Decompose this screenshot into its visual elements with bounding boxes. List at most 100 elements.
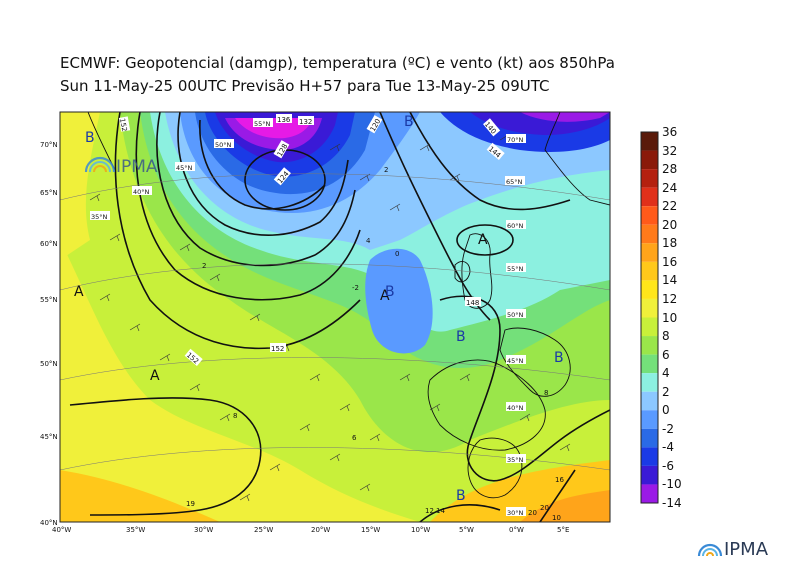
high-pressure-centre: A <box>74 284 84 300</box>
colorbar-tick-label: -10 <box>662 477 682 492</box>
colorbar-segment <box>641 336 658 355</box>
wind-barbs <box>89 133 571 502</box>
colorbar-segment <box>641 261 658 281</box>
svg-text:15°W: 15°W <box>361 526 380 534</box>
svg-text:-2: -2 <box>352 284 359 292</box>
colorbar-segment <box>641 132 658 151</box>
pressure-centres: A A A A B B B B B B <box>74 114 564 504</box>
svg-text:45°N: 45°N <box>176 164 193 172</box>
colorbar-tick-label: -4 <box>662 440 674 455</box>
geopotential-contours <box>69 112 610 522</box>
colorbar-tick-label: 22 <box>662 199 678 214</box>
colorbar-tick-label: 2 <box>662 384 670 399</box>
svg-text:148: 148 <box>466 299 479 307</box>
svg-text:25°W: 25°W <box>254 526 273 534</box>
contour-labels: 152 152 148 144 140 136 132 128 124 120 … <box>118 114 564 522</box>
colorbar-tick-label: -14 <box>662 496 682 510</box>
svg-text:6: 6 <box>352 434 357 442</box>
colorbar-tick-label: 10 <box>662 310 678 325</box>
ipma-logo-text: IPMA <box>724 539 769 560</box>
colorbar-tick-label: 14 <box>662 273 678 288</box>
colorbar-segment <box>641 447 658 466</box>
svg-text:40°N: 40°N <box>133 188 150 196</box>
colorbar-segment <box>641 428 658 448</box>
colorbar-tick-label: 4 <box>662 366 670 381</box>
colorbar-segment <box>641 317 658 337</box>
colorbar-segment <box>641 187 658 207</box>
colorbar-tick-label: 24 <box>662 180 678 195</box>
high-pressure-centre: A <box>478 232 488 248</box>
svg-text:10°W: 10°W <box>411 526 430 534</box>
lat-labels: 70°N 65°N 60°N 55°N 50°N 45°N 40°N <box>40 141 58 527</box>
colorbar-segment <box>641 224 658 244</box>
low-pressure-centre: B <box>554 350 564 366</box>
svg-text:5°E: 5°E <box>557 526 569 534</box>
colorbar-tick-label: -6 <box>662 458 674 473</box>
colorbar-segment <box>641 373 658 392</box>
svg-text:0°W: 0°W <box>509 526 524 534</box>
ipma-logo: IPMA <box>696 538 792 560</box>
colorbar-segment <box>641 354 658 374</box>
colorbar-segment <box>641 410 658 429</box>
svg-text:12: 12 <box>425 507 434 515</box>
colorbar-segment <box>641 243 658 262</box>
svg-text:65°N: 65°N <box>506 178 523 186</box>
svg-text:70°N: 70°N <box>507 136 524 144</box>
svg-text:45°N: 45°N <box>507 357 524 365</box>
high-pressure-centre: A <box>150 368 160 384</box>
svg-text:2: 2 <box>384 166 388 174</box>
svg-text:65°N: 65°N <box>40 189 58 197</box>
colorbar-segment <box>641 169 658 188</box>
map-lat-markers: 35°N 40°N 45°N 50°N 55°N 70°N 65°N 60°N … <box>90 118 526 517</box>
svg-text:2: 2 <box>202 262 206 270</box>
svg-text:20: 20 <box>528 509 537 517</box>
svg-text:50°N: 50°N <box>215 141 232 149</box>
svg-text:30°W: 30°W <box>194 526 213 534</box>
svg-text:40°N: 40°N <box>40 519 58 527</box>
colorbar-segment <box>641 280 658 299</box>
svg-text:14: 14 <box>436 507 445 515</box>
colorbar-tick-label: 20 <box>662 217 678 232</box>
colorbar-segment <box>641 465 658 485</box>
svg-text:40°N: 40°N <box>507 404 524 412</box>
svg-text:0: 0 <box>395 250 399 258</box>
svg-text:19: 19 <box>186 500 195 508</box>
ipma-logo-icon <box>697 543 723 557</box>
svg-text:20: 20 <box>540 504 549 512</box>
colorbar-tick-label: 36 <box>662 125 678 139</box>
watermark-text: IPMA <box>116 157 158 177</box>
colorbar-tick-label: 0 <box>662 403 670 418</box>
svg-text:40°W: 40°W <box>52 526 71 534</box>
colorbar-tick-label: 32 <box>662 143 678 158</box>
colorbar-segment <box>641 391 658 411</box>
svg-text:35°N: 35°N <box>91 213 108 221</box>
low-pressure-centre: B <box>385 284 395 300</box>
svg-text:8: 8 <box>544 389 548 397</box>
map-frame <box>59 111 611 523</box>
colorbar-tick-label: 12 <box>662 291 678 306</box>
colorbar-segment <box>641 150 658 170</box>
svg-text:45°N: 45°N <box>40 433 58 441</box>
colorbar-tick-label: 16 <box>662 254 678 269</box>
svg-text:60°N: 60°N <box>507 222 524 230</box>
colorbar-tick-label: -2 <box>662 421 674 436</box>
svg-text:8: 8 <box>233 412 237 420</box>
svg-text:60°N: 60°N <box>40 240 58 248</box>
map-title: ECMWF: Geopotencial (damgp), temperatura… <box>60 54 615 72</box>
svg-text:55°N: 55°N <box>254 120 271 128</box>
svg-text:136: 136 <box>277 116 291 124</box>
low-pressure-centre: B <box>404 114 414 130</box>
colorbar-segment <box>641 298 658 318</box>
svg-text:152: 152 <box>271 345 284 353</box>
svg-text:20°W: 20°W <box>311 526 330 534</box>
low-pressure-centre: B <box>85 130 95 146</box>
colorbar-tick-label: 28 <box>662 162 678 177</box>
svg-text:35°N: 35°N <box>507 456 524 464</box>
svg-text:152: 152 <box>118 118 128 133</box>
colorbar-tick-label: 6 <box>662 347 670 362</box>
svg-text:30°N: 30°N <box>507 509 524 517</box>
svg-text:10: 10 <box>552 514 561 522</box>
low-pressure-centre: B <box>456 329 466 345</box>
colorbar-tick-label: 18 <box>662 236 678 251</box>
svg-text:5°W: 5°W <box>459 526 474 534</box>
